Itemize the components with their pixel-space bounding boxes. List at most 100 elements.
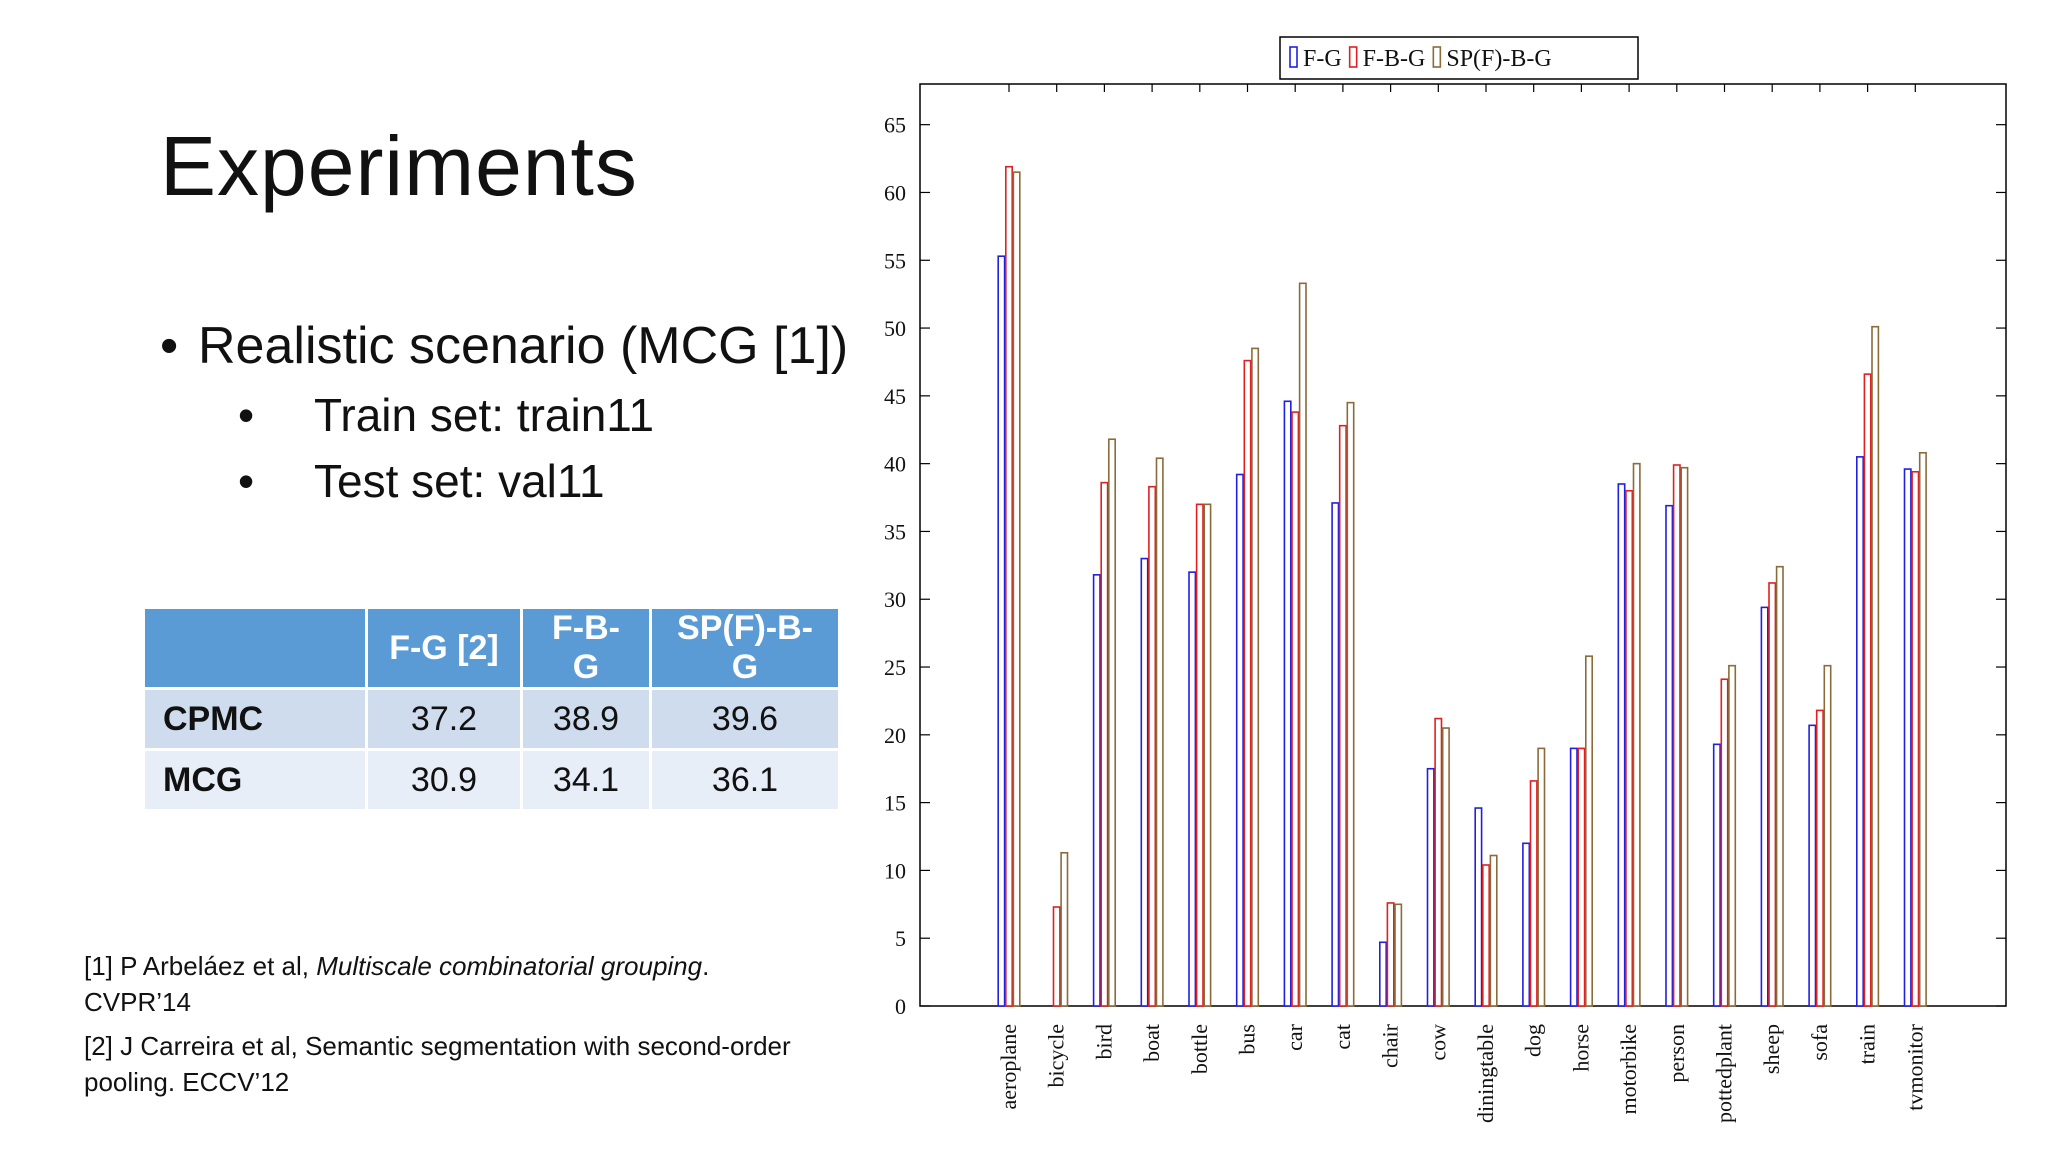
reference-1: [1] P Arbeláez et al, Multiscale combina… [84,948,804,1020]
bar-f-g-sheep [1760,606,1769,1007]
bar-f-g-pottedplant [1712,743,1721,1007]
bar-f-b-g-bird [1100,481,1109,1007]
bullet-list: Realistic scenario (MCG [1]) Train set: … [160,310,848,514]
x-tick-label: bicycle [1044,1024,1069,1088]
bar-f-g-dog [1522,842,1531,1007]
bar-f-b-g-horse [1577,747,1586,1007]
plot-frame [919,83,2007,1007]
reference-2: [2] J Carreira et al, Semantic segmentat… [84,1028,804,1100]
results-table: F-G [2] F-B-G SP(F)-B-G CPMC 37.2 38.9 3… [142,606,841,812]
bar-f-b-g-diningtable [1482,864,1491,1007]
bar-sp-f-b-g-motorbike [1632,462,1641,1007]
bar-f-b-g-cow [1434,717,1443,1007]
y-tick-label: 60 [884,180,906,205]
table-header-fg: F-G [2] [368,609,520,687]
bar-sp-f-b-g-cat [1346,401,1355,1007]
bar-f-b-g-dog [1529,780,1538,1007]
bar-sp-f-b-g-diningtable [1489,854,1498,1007]
bar-f-g-car [1283,400,1292,1007]
x-tick-label: cow [1425,1024,1450,1061]
bar-sp-f-b-g-bottle [1203,503,1212,1007]
row-label-cpmc: CPMC [145,690,365,748]
bar-f-g-motorbike [1617,483,1626,1007]
y-tick-label: 55 [884,248,906,273]
legend-swatch [1348,46,1358,68]
x-tick-label: diningtable [1473,1024,1498,1123]
references: [1] P Arbeláez et al, Multiscale combina… [84,948,804,1108]
reference-2-text: [2] J Carreira et al, Semantic segmentat… [84,1031,791,1097]
bar-f-b-g-person [1672,464,1681,1007]
bullet-main: Realistic scenario (MCG [1]) [160,310,848,382]
bar-f-b-g-chair [1386,902,1395,1007]
x-tick-label: sofa [1807,1024,1832,1061]
legend-swatch [1432,46,1442,68]
bar-f-b-g-cat [1338,424,1347,1007]
bar-f-g-bus [1235,473,1244,1007]
x-tick-label: tvmonitor [1902,1023,1927,1110]
y-tick-label: 30 [884,587,906,612]
bar-f-g-cat [1331,502,1340,1007]
reference-1-prefix: [1] P Arbeláez et al, [84,951,317,981]
bar-f-b-g-sheep [1768,582,1777,1007]
table-cell: 38.9 [523,690,649,748]
table-header-row: F-G [2] F-B-G SP(F)-B-G [145,609,838,687]
y-tick-label: 0 [895,994,906,1019]
legend-entry: SP(F)-B-G [1446,46,1551,72]
y-tick-label: 45 [884,384,906,409]
bar-f-g-aeroplane [997,255,1006,1007]
y-tick-label: 5 [895,926,906,951]
reference-1-title: Multiscale combinatorial grouping [316,951,703,981]
bar-f-b-g-aeroplane [1004,165,1013,1007]
bar-f-b-g-bicycle [1052,906,1061,1007]
legend-entry: F-G [1303,46,1342,72]
bullet-test-set: Test set: val11 [160,448,848,514]
x-tick-label: cat [1330,1024,1355,1050]
reference-1-suffix: . CVPR’14 [84,951,710,1017]
x-tick-label: dog [1521,1024,1546,1057]
bar-sp-f-b-g-bicycle [1060,851,1069,1007]
y-tick-label: 65 [884,113,906,138]
x-tick-label: pottedplant [1712,1024,1737,1123]
bar-sp-f-b-g-tvmonitor [1918,451,1927,1007]
bar-sp-f-b-g-train [1871,325,1880,1007]
bullet-train-set: Train set: train11 [160,382,848,448]
x-tick-label: aeroplane [996,1024,1021,1110]
bar-f-g-boat [1140,557,1149,1007]
bar-f-g-sofa [1808,724,1817,1007]
x-tick-label: motorbike [1616,1024,1641,1114]
x-tick-label: chair [1378,1023,1403,1068]
bar-sp-f-b-g-bus [1251,347,1260,1007]
bar-f-g-tvmonitor [1903,468,1912,1007]
table-cell: 34.1 [523,751,649,809]
bar-f-b-g-bottle [1195,503,1204,1007]
bar-sp-f-b-g-pottedplant [1728,664,1737,1007]
bar-f-b-g-motorbike [1625,489,1634,1007]
legend-box [1279,36,1639,80]
bar-f-b-g-train [1863,373,1872,1007]
bar-f-g-cow [1426,767,1435,1007]
table-cell: 37.2 [368,690,520,748]
x-tick-label: bird [1091,1024,1116,1059]
y-tick-label: 10 [884,858,906,883]
y-tick-label: 40 [884,452,906,477]
x-tick-label: bottle [1187,1024,1212,1074]
x-tick-label: car [1282,1023,1307,1051]
bar-sp-f-b-g-bird [1108,438,1117,1007]
bar-f-b-g-boat [1148,485,1157,1007]
bar-sp-f-b-g-sofa [1823,664,1832,1007]
table-cell: 30.9 [368,751,520,809]
bar-sp-f-b-g-cow [1441,727,1450,1007]
bar-f-b-g-pottedplant [1720,678,1729,1007]
table-header-empty [145,609,365,687]
x-tick-label: person [1664,1024,1689,1083]
x-tick-label: train [1855,1024,1880,1064]
legend-entry: F-B-G [1363,46,1426,72]
y-tick-label: 35 [884,519,906,544]
bar-f-g-person [1665,504,1674,1007]
bar-sp-f-b-g-person [1680,466,1689,1007]
legend-swatch [1289,46,1298,68]
bar-sp-f-b-g-chair [1394,903,1403,1007]
bar-sp-f-b-g-boat [1155,457,1164,1007]
bar-sp-f-b-g-horse [1585,655,1594,1007]
